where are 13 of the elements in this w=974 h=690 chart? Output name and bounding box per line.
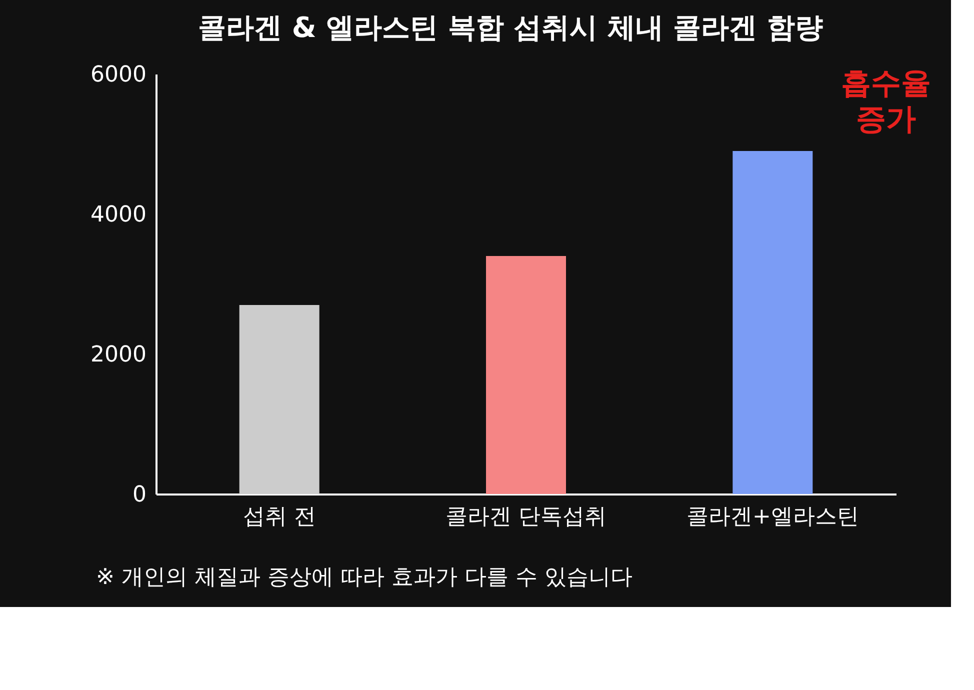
x-tick-label: 섭취 전 <box>242 504 316 530</box>
y-tick-label: 0 <box>132 482 146 508</box>
text: ※ 개인의 체질과 증상에 따라 효과가 다를 수 있습니다 <box>96 565 632 590</box>
bar <box>732 151 813 494</box>
y-tick-label: 6000 <box>90 62 146 88</box>
chart-title: 콜라겐 & 엘라스틴 복합 섭취시 체내 콜라겐 함량 <box>198 11 823 44</box>
y-tick-label: 2000 <box>90 342 146 368</box>
bar <box>239 305 320 494</box>
annotation: 흡수율 증가 <box>841 66 931 137</box>
x-tick-label: 콜라겐 단독섭취 <box>446 504 606 530</box>
bar <box>486 256 566 494</box>
y-tick-label: 4000 <box>90 202 146 228</box>
x-tick-label: 콜라겐+엘라스틴 <box>686 504 859 530</box>
